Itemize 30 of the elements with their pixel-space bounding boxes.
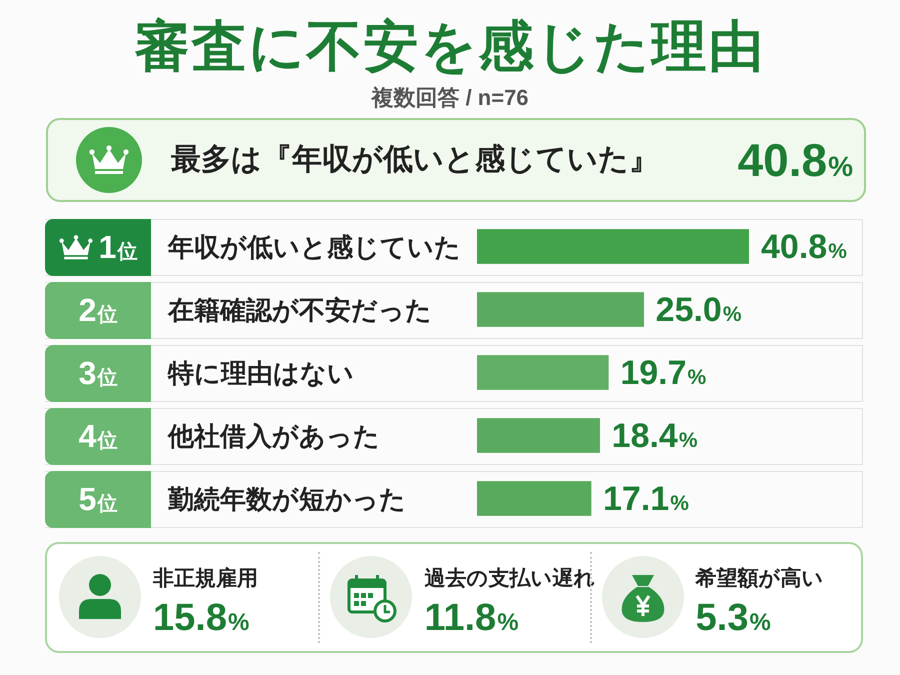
bar xyxy=(477,418,600,453)
bar xyxy=(477,481,592,516)
category-label: 希望額が高い xyxy=(696,566,824,592)
text: 3位 xyxy=(78,354,118,390)
text: 2位 xyxy=(78,292,118,328)
data-label: 17.1% xyxy=(603,480,689,518)
category-label: 非正規雇用 xyxy=(153,566,258,592)
category-label: 過去の支払い遅れ xyxy=(424,566,596,592)
y-tick-label: 在籍確認が不安だった xyxy=(166,294,433,326)
y-tick-label: 勤続年数が短かった xyxy=(167,482,407,516)
y-tick-label: 他社借入があった xyxy=(166,420,381,452)
text: 最多は『年収が低いと感じていた』 xyxy=(171,142,659,178)
chart-title: 審査に不安を感じた理由 xyxy=(134,14,766,78)
data-label: 15.8% xyxy=(153,597,250,639)
text: 1位 xyxy=(98,228,138,264)
data-label: 5.3% xyxy=(696,597,771,639)
data-label: 11.8% xyxy=(424,597,519,639)
text: 4位 xyxy=(78,418,118,454)
text: 5位 xyxy=(78,480,118,516)
y-tick-label: 年収が低いと感じていた xyxy=(166,230,462,264)
text: 40.8% xyxy=(738,134,853,186)
data-label: 40.8% xyxy=(761,228,847,266)
bar xyxy=(477,229,749,264)
bar xyxy=(477,355,609,390)
bar xyxy=(477,292,644,327)
data-label: 18.4% xyxy=(612,416,698,454)
data-label: 25.0% xyxy=(656,290,742,328)
data-label: 19.7% xyxy=(620,354,706,392)
chart-subtitle: 複数回答 / n=76 xyxy=(370,84,530,112)
y-tick-label: 特に理由はない xyxy=(166,356,355,390)
